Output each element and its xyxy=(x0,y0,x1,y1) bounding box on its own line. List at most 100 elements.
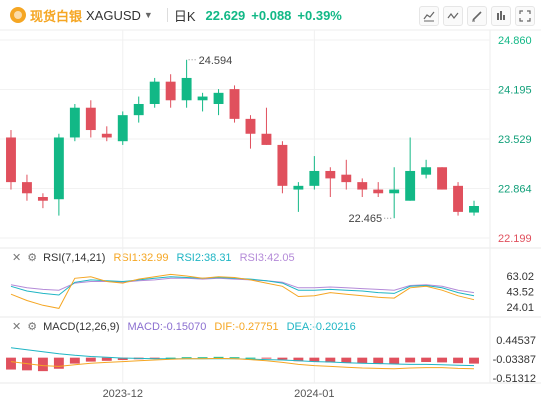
macd-value: MACD:-0.15070 xyxy=(127,320,207,333)
candle-down xyxy=(325,170,336,179)
macd-label: MACD(12,26,9) xyxy=(43,320,120,333)
macd-histogram-bar xyxy=(357,357,368,364)
candle-up xyxy=(53,137,64,200)
macd-tick-label: 0.44537 xyxy=(496,335,536,347)
macd-histogram-bar xyxy=(261,357,272,359)
rsi1-line xyxy=(10,273,475,309)
chevron-down-icon[interactable]: ▼ xyxy=(143,10,153,20)
high-annotation: 24.594 xyxy=(199,55,233,67)
macd-histogram-bar xyxy=(453,357,463,364)
candle-up xyxy=(389,189,400,194)
symbol-selector[interactable]: XAGUSD xyxy=(86,7,141,23)
macd-histogram-bar xyxy=(421,357,432,363)
rsi-pane: 63.02 43.52 24.01 xyxy=(10,271,534,314)
close-icon[interactable]: ✕ xyxy=(12,321,22,333)
candle-down xyxy=(85,107,96,131)
macd-histogram-bar xyxy=(181,357,192,359)
candle-up xyxy=(181,77,192,101)
candle-down xyxy=(453,185,463,212)
candle-up xyxy=(197,96,208,101)
macd-histogram-bar xyxy=(309,357,320,362)
macd-histogram-bar xyxy=(213,356,224,358)
macd-histogram-bar xyxy=(53,357,64,369)
candle-down xyxy=(261,133,272,145)
date-tick-label: 2024-01 xyxy=(294,388,334,400)
chart-toolbar xyxy=(419,6,535,26)
rsi-tick-label: 63.02 xyxy=(506,271,534,283)
dif-line xyxy=(10,357,475,370)
line-chart-icon xyxy=(423,11,435,22)
macd-histogram-bar xyxy=(117,357,128,361)
macd-histogram-bar xyxy=(277,357,288,360)
candle-up xyxy=(213,92,224,104)
price-tick-label: 22.864 xyxy=(498,184,532,196)
candle-up xyxy=(293,185,304,190)
rsi-tick-label: 43.52 xyxy=(506,286,534,298)
indicator-button[interactable] xyxy=(443,6,463,26)
dif-value: DIF:-0.27751 xyxy=(214,320,279,333)
candle-up xyxy=(469,206,479,213)
candle-up xyxy=(117,115,128,142)
brand-name: 现货白银 xyxy=(30,8,83,24)
macd-histogram-bar xyxy=(165,357,176,359)
candle-up xyxy=(69,107,80,138)
rsi-label: RSI(7,14,21) xyxy=(43,251,106,264)
candle-up xyxy=(309,170,320,186)
fullscreen-button[interactable] xyxy=(515,6,535,26)
last-price: 22.629 xyxy=(205,7,246,23)
draw-tool-button[interactable] xyxy=(467,6,487,26)
candle-up xyxy=(405,170,416,201)
price-tick-label: 24.860 xyxy=(498,35,532,47)
low-annotation: 22.465 xyxy=(349,213,383,225)
date-axis: 2023-12 2024-01 xyxy=(103,388,335,400)
dea-line xyxy=(10,347,475,367)
period-selector[interactable]: 日K xyxy=(173,8,196,24)
macd-histogram-bar xyxy=(37,357,48,372)
candle-up xyxy=(133,103,144,116)
settings-icon[interactable]: ⚙ xyxy=(27,252,38,264)
rsi-legend: ✕ ⚙ RSI(7,14,21) RSI1:32.99 RSI2:38.31 R… xyxy=(12,251,295,265)
candle-down xyxy=(22,182,32,194)
price-tick-label: 23.529 xyxy=(498,134,532,146)
rsi1-value: RSI1:32.99 xyxy=(113,251,169,264)
macd-histogram-bar xyxy=(341,357,352,363)
macd-histogram-bar xyxy=(6,357,16,370)
macd-legend: ✕ ⚙ MACD(12,26,9) MACD:-0.15070 DIF:-0.2… xyxy=(12,320,356,334)
candle-down xyxy=(437,167,448,190)
line-tool-button[interactable] xyxy=(419,6,439,26)
rsi2-value: RSI2:38.31 xyxy=(176,251,232,264)
macd-histogram-bar xyxy=(229,357,240,359)
macd-histogram-bar xyxy=(389,357,400,365)
candles-layer xyxy=(6,59,479,219)
brand-logo-icon xyxy=(10,7,26,23)
macd-pane: 0.44537 -0.03387 -0.51312 xyxy=(6,335,536,385)
annotations-layer: 24.594 22.465 xyxy=(188,55,393,225)
candle-up xyxy=(421,167,432,175)
candle-down xyxy=(165,81,176,101)
rsi3-line xyxy=(10,277,475,294)
macd-histogram-bar xyxy=(405,357,416,363)
price-axis: 24.860 24.195 23.529 22.864 22.199 xyxy=(498,35,532,245)
macd-histogram-bar xyxy=(469,357,479,364)
macd-histogram-bar xyxy=(325,357,336,363)
close-icon[interactable]: ✕ xyxy=(12,252,22,264)
candle-down xyxy=(373,189,384,194)
rsi-tick-label: 24.01 xyxy=(506,302,534,314)
expand-icon xyxy=(519,10,531,22)
pencil-icon xyxy=(472,11,482,22)
grid-lines xyxy=(0,30,490,383)
candle-down xyxy=(6,137,16,183)
macd-histogram-bar xyxy=(197,357,208,359)
macd-histogram-bar xyxy=(69,357,80,364)
price-tick-label: 24.195 xyxy=(498,84,532,96)
price-tick-label: 22.199 xyxy=(498,233,532,245)
macd-histogram-bar xyxy=(293,357,304,362)
macd-tick-label: -0.51312 xyxy=(493,373,536,385)
price-change: +0.088 xyxy=(251,7,292,23)
candle-down xyxy=(101,133,112,138)
dea-value: DEA:-0.20216 xyxy=(286,320,356,333)
compare-button[interactable] xyxy=(491,6,511,26)
candle-down xyxy=(277,144,288,186)
settings-icon[interactable]: ⚙ xyxy=(27,321,38,333)
